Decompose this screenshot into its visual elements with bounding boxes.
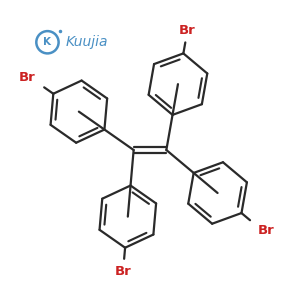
Text: Br: Br [179, 24, 196, 37]
Text: K: K [44, 37, 52, 47]
Text: Kuujia: Kuujia [66, 35, 109, 49]
Text: Br: Br [258, 224, 275, 237]
Text: Br: Br [115, 265, 132, 278]
Text: Br: Br [19, 71, 36, 84]
